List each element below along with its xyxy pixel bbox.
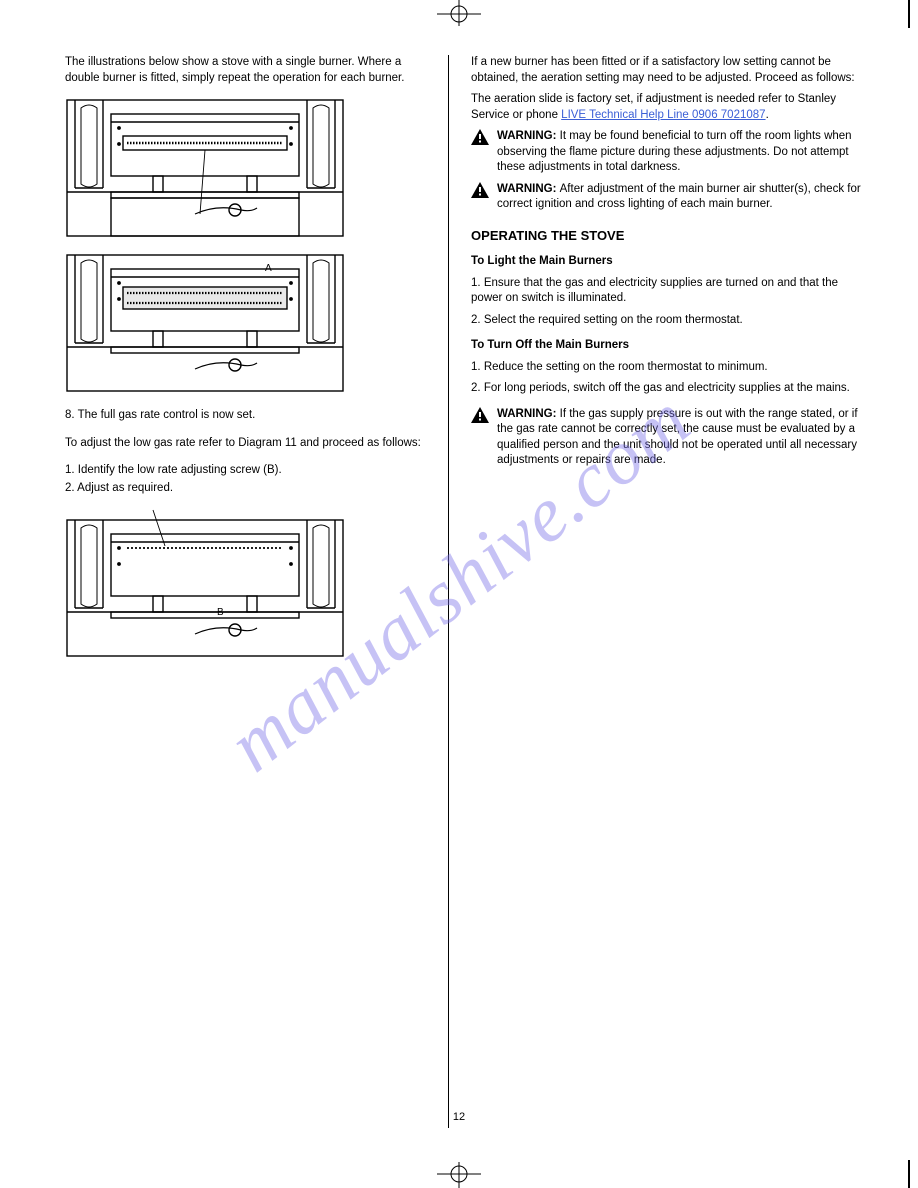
diagram-burner-3: [65, 508, 345, 658]
right-p2-suffix: .: [766, 109, 769, 121]
crop-mark-right-top: [908, 0, 910, 28]
step-light-1: 1. Ensure that the gas and electricity s…: [471, 276, 863, 307]
left-column: The illustrations below show a stove wit…: [65, 55, 448, 1128]
section-title-operating: OPERATING THE STOVE: [471, 227, 863, 245]
fig3-step1: 1. Identify the low rate adjusting screw…: [65, 463, 428, 479]
crop-mark-top: [429, 0, 489, 32]
warn3-lead: WARNING:: [497, 408, 560, 420]
page-content: The illustrations below show a stove wit…: [65, 55, 863, 1128]
diagram-burner-2: [65, 253, 345, 393]
warning-3: WARNING: If the gas supply pressure is o…: [471, 407, 863, 469]
diagram-burner-1: [65, 98, 345, 238]
step8-caption: 8. The full gas rate control is now set.: [65, 408, 428, 424]
warning-2: WARNING: After adjustment of the main bu…: [471, 182, 863, 213]
warn2-lead: WARNING:: [497, 183, 560, 195]
step-off-2: 2. For long periods, switch off the gas …: [471, 381, 863, 397]
page-number: 12: [0, 1111, 918, 1123]
step-light-2: 2. Select the required setting on the ro…: [471, 313, 863, 329]
right-p1: If a new burner has been fitted or if a …: [471, 55, 863, 86]
left-intro: The illustrations below show a stove wit…: [65, 55, 428, 86]
subhead-turnoff: To Turn Off the Main Burners: [471, 338, 863, 354]
warning-icon: [471, 129, 489, 176]
step-off-1: 1. Reduce the setting on the room thermo…: [471, 360, 863, 376]
warning-1: WARNING: It may be found beneficial to t…: [471, 129, 863, 176]
crop-mark-right-bottom: [908, 1160, 910, 1188]
subhead-light: To Light the Main Burners: [471, 254, 863, 270]
fig3-intro: To adjust the low gas rate refer to Diag…: [65, 436, 428, 452]
warn1-lead: WARNING:: [497, 130, 560, 142]
right-p2: The aeration slide is factory set, if ad…: [471, 92, 863, 123]
right-column: If a new burner has been fitted or if a …: [448, 55, 863, 1128]
warning-icon: [471, 182, 489, 213]
diagram-label-a: A: [265, 263, 272, 274]
crop-mark-bottom: [429, 1156, 489, 1188]
helpline-link[interactable]: LIVE Technical Help Line 0906 7021087: [561, 109, 765, 121]
diagram-label-b: B: [217, 607, 224, 618]
warning-icon: [471, 407, 489, 469]
fig3-step2: 2. Adjust as required.: [65, 481, 428, 497]
